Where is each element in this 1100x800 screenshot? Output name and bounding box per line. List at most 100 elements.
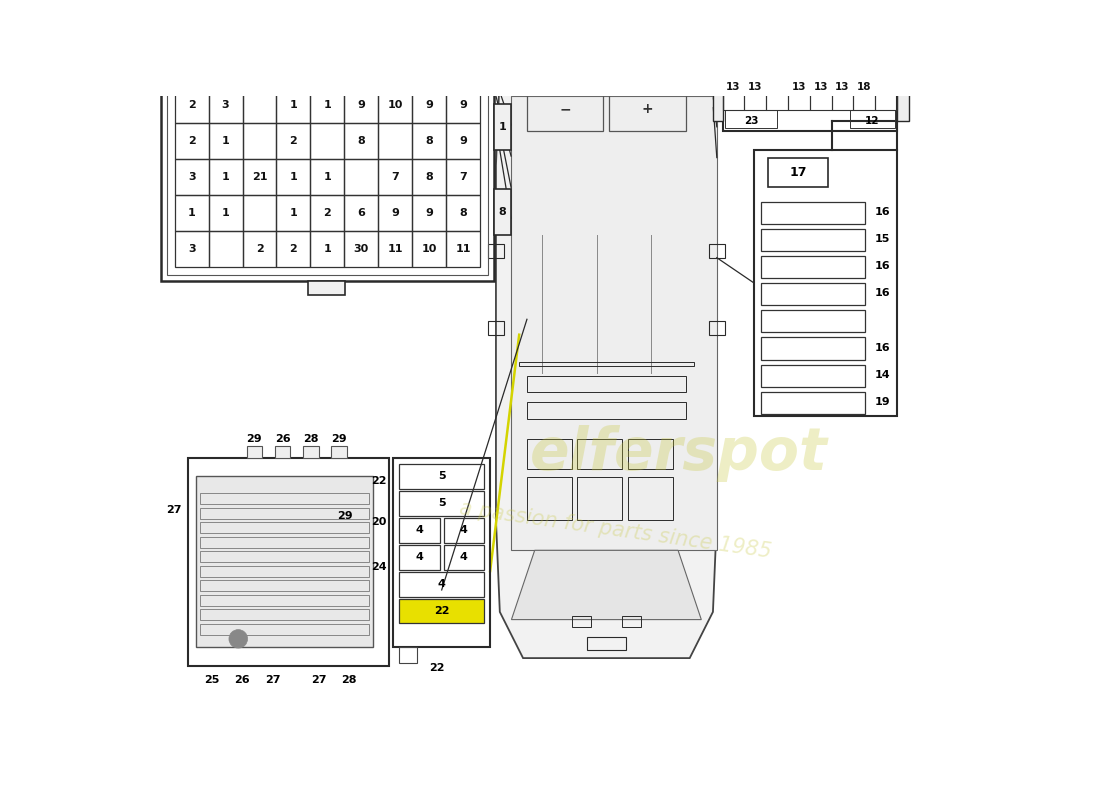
Polygon shape (496, 26, 717, 658)
Bar (276, 122, 310, 159)
Bar (302, 446, 319, 458)
Bar (412, 122, 447, 159)
Text: 13: 13 (748, 82, 762, 93)
Bar (854, 66, 876, 110)
Bar (628, 438, 672, 470)
Text: 3: 3 (188, 172, 196, 182)
Text: 5: 5 (438, 471, 446, 482)
Bar (199, 551, 370, 562)
Bar (399, 518, 440, 542)
Text: 29: 29 (338, 511, 353, 521)
Bar (199, 610, 370, 620)
Text: 1: 1 (289, 172, 297, 182)
Bar (578, 477, 623, 519)
Bar (412, 86, 447, 122)
Bar (199, 624, 370, 634)
Bar (167, 79, 487, 274)
Text: −: − (559, 102, 571, 117)
Bar (713, 75, 723, 121)
Bar (710, 321, 725, 334)
Bar (628, 477, 672, 519)
Bar (768, 158, 828, 187)
Bar (222, 59, 260, 73)
Bar (209, 159, 243, 195)
Text: 22: 22 (429, 663, 444, 673)
Bar (243, 231, 276, 267)
Bar (399, 572, 484, 597)
Bar (412, 195, 447, 231)
Bar (621, 616, 641, 627)
Text: 23: 23 (744, 117, 758, 126)
Bar (725, 110, 778, 128)
Text: +: + (641, 102, 653, 117)
Bar (723, 66, 745, 110)
Bar (399, 491, 484, 516)
Bar (832, 66, 854, 110)
Text: 16: 16 (874, 289, 891, 298)
Text: 24: 24 (372, 562, 387, 572)
Bar (199, 566, 370, 577)
Text: 3: 3 (222, 100, 230, 110)
Text: 16: 16 (874, 342, 891, 353)
Bar (761, 256, 865, 278)
Bar (767, 66, 788, 110)
Bar (243, 159, 276, 195)
Text: 27: 27 (265, 674, 280, 685)
Text: 4: 4 (438, 579, 446, 589)
Text: 10: 10 (387, 100, 403, 110)
Text: 8: 8 (459, 208, 468, 218)
Bar (310, 159, 344, 195)
Text: 11: 11 (387, 244, 403, 254)
Text: 9: 9 (459, 136, 468, 146)
Text: elferspot: elferspot (530, 425, 828, 482)
Text: 1: 1 (222, 208, 230, 218)
Text: 7: 7 (459, 172, 468, 182)
Bar (243, 86, 276, 122)
Bar (344, 195, 378, 231)
Bar (276, 86, 310, 122)
Bar (761, 338, 865, 360)
Bar (399, 599, 484, 623)
Text: 8: 8 (358, 136, 365, 146)
Text: 1: 1 (289, 208, 297, 218)
Text: 1: 1 (289, 100, 297, 110)
Text: 6: 6 (358, 208, 365, 218)
Bar (519, 362, 694, 366)
Text: 2: 2 (323, 208, 331, 218)
Bar (761, 229, 865, 251)
Text: 22: 22 (372, 475, 387, 486)
Bar (494, 104, 512, 150)
Bar (310, 86, 344, 122)
Text: 30: 30 (354, 244, 368, 254)
Text: 9: 9 (426, 100, 433, 110)
Bar (723, 66, 896, 130)
Bar (578, 438, 623, 470)
Bar (572, 616, 591, 627)
Text: 17: 17 (790, 166, 806, 178)
Text: 14: 14 (874, 370, 891, 380)
Bar (276, 195, 310, 231)
Bar (527, 438, 572, 470)
Text: 2: 2 (289, 136, 297, 146)
Bar (710, 244, 725, 258)
Text: 4: 4 (460, 552, 467, 562)
Bar (761, 283, 865, 306)
Bar (344, 159, 378, 195)
Text: 1: 1 (222, 136, 230, 146)
Text: 15: 15 (874, 234, 890, 244)
Bar (876, 66, 896, 110)
Bar (527, 375, 685, 393)
Bar (447, 159, 480, 195)
Text: 9: 9 (392, 208, 399, 218)
Bar (399, 646, 417, 663)
Text: 18: 18 (857, 82, 871, 93)
Bar (276, 231, 310, 267)
Bar (310, 122, 344, 159)
Text: 9: 9 (358, 100, 365, 110)
Bar (745, 66, 767, 110)
Bar (399, 545, 440, 570)
Bar (527, 402, 685, 419)
Text: 13: 13 (792, 82, 806, 93)
Text: 1: 1 (188, 208, 196, 218)
Text: 27: 27 (311, 674, 327, 685)
